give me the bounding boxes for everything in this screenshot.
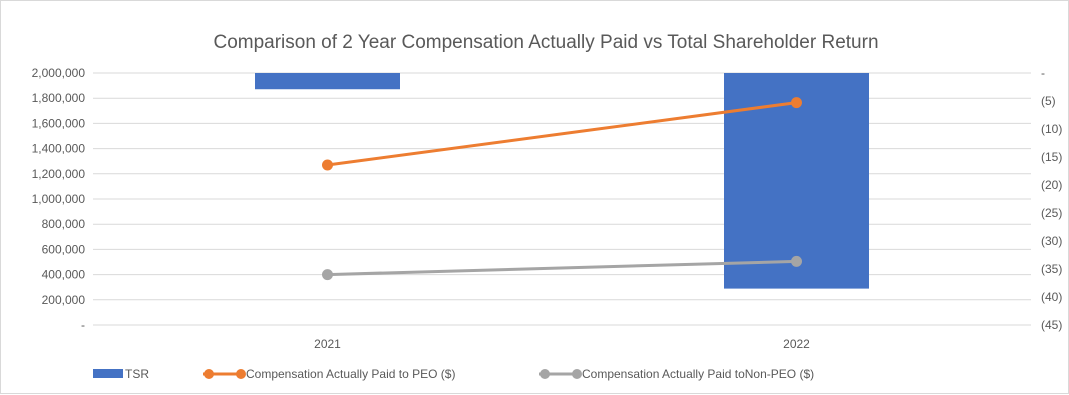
left-tick-label: 800,000 bbox=[42, 217, 86, 231]
left-tick-label: 2,000,000 bbox=[32, 66, 86, 80]
right-tick-label: (25) bbox=[1041, 206, 1062, 220]
left-tick-label: 400,000 bbox=[42, 268, 86, 282]
right-tick-label: (15) bbox=[1041, 150, 1062, 164]
left-tick-label: 1,000,000 bbox=[32, 192, 86, 206]
series-marker bbox=[322, 269, 333, 281]
left-tick-label: 1,600,000 bbox=[32, 116, 86, 130]
legend-swatch-marker bbox=[572, 369, 582, 379]
legend-label: Compensation Actually Paid toNon-PEO ($) bbox=[582, 367, 814, 381]
left-tick-label: 1,200,000 bbox=[32, 167, 86, 181]
x-tick-label: 2022 bbox=[783, 337, 810, 351]
left-tick-label: 200,000 bbox=[42, 293, 86, 307]
series-marker bbox=[322, 159, 333, 171]
right-tick-label: (40) bbox=[1041, 290, 1062, 304]
legend-label: TSR bbox=[125, 367, 149, 381]
legend-swatch-marker bbox=[236, 369, 246, 379]
x-tick-label: 2021 bbox=[314, 337, 341, 351]
right-y-axis: - (5) (10) (15) (20) (25) (30) (35) (40) (45) bbox=[1041, 66, 1062, 332]
series-marker bbox=[791, 255, 802, 267]
legend: TSR Compensation Actually Paid to PEO ($)… bbox=[93, 367, 814, 381]
left-tick-label: - bbox=[81, 318, 85, 332]
compensation-lines bbox=[322, 97, 802, 281]
gridlines bbox=[93, 72, 1031, 326]
right-tick-label: (10) bbox=[1041, 122, 1062, 136]
tsr-bar bbox=[255, 73, 400, 90]
left-y-axis: - 200,000 400,000 600,000 800,000 1,000,000 1,… bbox=[32, 66, 86, 332]
right-tick-label: - bbox=[1041, 66, 1045, 80]
legend-label: Compensation Actually Paid to PEO ($) bbox=[246, 367, 455, 381]
series-marker bbox=[791, 97, 802, 109]
series-line bbox=[327, 259, 797, 277]
legend-swatch-marker bbox=[204, 369, 214, 379]
legend-swatch-tsr bbox=[93, 369, 123, 378]
legend-swatch-marker bbox=[540, 369, 550, 379]
chart-title: Comparison of 2 Year Compensation Actual… bbox=[213, 32, 878, 53]
left-tick-label: 1,800,000 bbox=[32, 91, 86, 105]
right-tick-label: (30) bbox=[1041, 234, 1062, 248]
right-tick-label: (35) bbox=[1041, 262, 1062, 276]
left-tick-label: 600,000 bbox=[42, 242, 86, 256]
series-line bbox=[327, 101, 797, 167]
right-tick-label: (20) bbox=[1041, 178, 1062, 192]
right-tick-label: (45) bbox=[1041, 318, 1062, 332]
x-axis: 2021 2022 bbox=[314, 337, 810, 351]
left-tick-label: 1,400,000 bbox=[32, 142, 86, 156]
right-tick-label: (5) bbox=[1041, 94, 1056, 108]
